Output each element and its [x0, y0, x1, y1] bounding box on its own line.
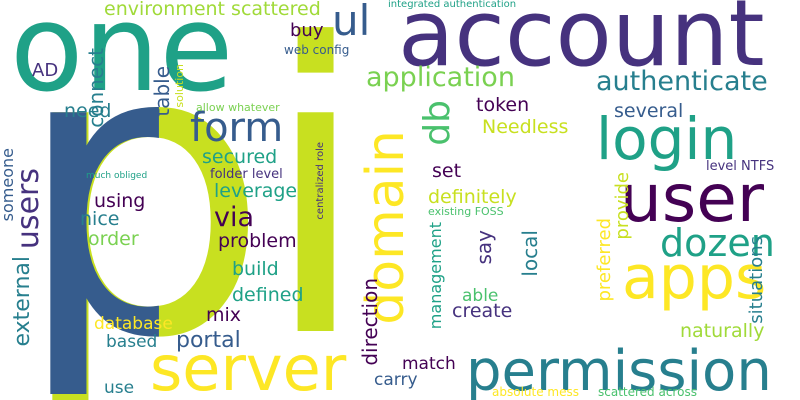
word-build: build — [232, 258, 279, 280]
word-form: form — [190, 105, 284, 151]
word-absolute-mess: absolute mess — [492, 385, 579, 399]
word-buy: buy — [290, 20, 324, 41]
word-defined: defined — [232, 284, 304, 306]
word-carry: carry — [374, 370, 418, 390]
word-web-config: web config — [284, 43, 350, 57]
word-match: match — [402, 354, 456, 374]
word-users: users — [11, 168, 46, 250]
word-folder-level: folder level — [210, 167, 283, 182]
word-via: via — [214, 202, 255, 233]
word-create: create — [452, 300, 513, 322]
word-environment-scattered: environment scattered — [104, 0, 321, 20]
word-permission: permission — [466, 339, 772, 400]
word-naturally: naturally — [680, 320, 765, 342]
word-pi: pi — [16, 0, 371, 400]
word-level-ntfs: level NTFS — [706, 159, 775, 174]
word-need: need — [64, 100, 112, 122]
word-ad: AD — [32, 60, 59, 81]
word-sso-solution: SSO solution — [173, 64, 186, 134]
word-login: login — [596, 105, 738, 173]
word-leverage: leverage — [214, 180, 298, 202]
word-token: token — [476, 94, 530, 116]
word-database: database — [94, 314, 173, 334]
word-management: management — [426, 222, 445, 330]
word-mix: mix — [206, 304, 242, 326]
word-definitely: definitely — [428, 186, 517, 208]
word-dozen: dozen — [660, 221, 775, 265]
word-use: use — [104, 378, 135, 398]
word-integrated-authentication: integrated authentication — [388, 0, 517, 10]
word-server: server — [150, 332, 347, 400]
word-situations: situations — [746, 236, 767, 324]
word-db: db — [417, 100, 458, 146]
word-one: one — [10, 0, 234, 119]
word-application: application — [366, 62, 515, 93]
word-using: using — [94, 190, 146, 212]
word-ul: ul — [332, 0, 371, 45]
word-provide: provide — [612, 172, 633, 240]
word-user: user — [620, 160, 764, 237]
word-apps: apps — [622, 243, 767, 313]
word-nice: nice — [80, 208, 120, 230]
word-external: external — [10, 256, 35, 347]
word-allow-whatever: allow whatever — [196, 101, 280, 114]
word-order: order — [88, 228, 139, 250]
word-someone: someone — [0, 148, 17, 222]
word-centralized-role: centralized role — [315, 142, 326, 220]
word-existing-foss: existing FOSS — [428, 205, 504, 218]
word-able: able — [462, 286, 499, 306]
word-secured: secured — [202, 146, 278, 168]
word-scattered-across: scattered across — [598, 385, 697, 399]
word-account: account — [398, 0, 765, 87]
word-local: local — [518, 230, 542, 277]
word-authenticate: authenticate — [596, 66, 768, 97]
word-table: table — [150, 66, 174, 117]
word-needless: Needless — [482, 116, 569, 138]
word-based: based — [106, 332, 158, 352]
word-several: several — [614, 100, 684, 122]
word-problem: problem — [218, 230, 297, 252]
word-portal: portal — [176, 328, 241, 353]
word-direction: direction — [358, 278, 382, 366]
word-pi-shadow: pi — [14, 0, 360, 400]
word-much-obliged: much obliged — [86, 171, 148, 181]
word-say: say — [472, 230, 496, 265]
word-set: set — [432, 160, 462, 182]
